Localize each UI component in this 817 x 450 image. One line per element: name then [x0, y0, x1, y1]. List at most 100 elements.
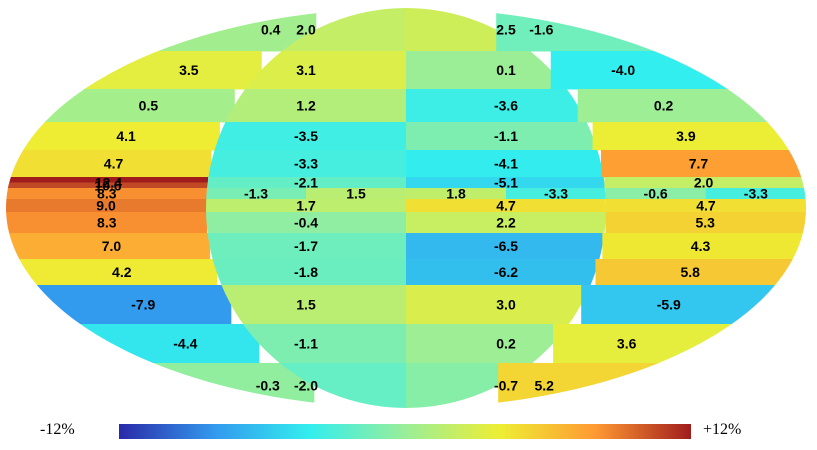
cell-value-label: -3.3 [544, 186, 568, 202]
cell-1-9 [206, 233, 407, 260]
cell-value-label: 1.5 [296, 297, 316, 313]
sky-map: 0.4 2.0 2.5 -1.6 3.5 3.1 0.1 -4.0 0.5 1.2 -3.6 0.2 4… [6, 8, 806, 408]
cell-1-6 [206, 188, 307, 200]
cell-3-12 [553, 324, 806, 364]
cell-value-label: -1.1 [494, 128, 518, 144]
cell-value-label: -3.5 [294, 128, 318, 144]
cell-value-label: 0.5 [139, 98, 159, 114]
cell-value-label: -1.7 [294, 238, 318, 254]
cell-0-12 [6, 324, 260, 364]
cell-3-3 [592, 122, 806, 151]
cell-2-5 [406, 177, 606, 189]
cell-0-1 [6, 51, 262, 90]
colorbar-max-label: +12% [703, 421, 742, 438]
cell-0-2 [6, 89, 235, 123]
cell-value-label: -1.6 [529, 22, 553, 38]
cell-value-label: -4.4 [173, 336, 197, 352]
cell-2-6 [406, 188, 507, 200]
cell-1-3 [206, 122, 407, 151]
cell-value-label: 5.8 [680, 264, 700, 280]
cell-value-label: 0.1 [496, 62, 516, 78]
cell-value-label: -3.6 [494, 98, 518, 114]
cell-value-label: 10.6 [94, 177, 121, 193]
cell-value-label: -2.0 [294, 378, 318, 394]
cell-3-4 [600, 150, 806, 178]
cell-value-label: -5.1 [494, 175, 518, 191]
cell-value-label: 3.9 [676, 128, 696, 144]
cell-value-label: 2.5 [496, 22, 516, 38]
cell-3-2 [577, 89, 806, 123]
cell-value-label: -0.3 [256, 378, 280, 394]
cell-value-label: 9.0 [96, 198, 116, 214]
cell-value-label: -0.4 [294, 215, 318, 231]
cell-0-11 [6, 285, 232, 325]
cell-value-label: -1.8 [294, 264, 318, 280]
colorbar [119, 424, 691, 439]
cell-0-3 [6, 122, 220, 151]
cell-value-label: 5.2 [535, 378, 555, 394]
cell-value-label: 3.5 [179, 62, 199, 78]
cell-1-7 [206, 199, 407, 213]
cell-value-label: 2.0 [296, 22, 316, 38]
cell-value-label: -1.3 [244, 186, 268, 202]
cell-value-label: 2.0 [694, 175, 714, 191]
cell-2-4 [406, 150, 606, 178]
cell-value-label: -6.5 [494, 238, 518, 254]
cell-3-9 [602, 233, 806, 260]
cell-value-label: 3.0 [496, 297, 516, 313]
cell-1-4 [206, 150, 407, 178]
cell-0-4 [6, 150, 212, 178]
cell-value-label: 4.7 [496, 198, 516, 214]
cell-value-label: 7.7 [689, 156, 709, 172]
cell-value-label: 7.0 [102, 238, 122, 254]
cell-2-10 [406, 259, 606, 286]
cell-2-8 [406, 212, 606, 234]
cell-value-label: 0.4 [261, 22, 281, 38]
cell-value-label: 2.2 [496, 215, 516, 231]
cell-2-7 [406, 199, 606, 213]
cell-value-label: 3.1 [296, 62, 316, 78]
cell-value-label: -0.6 [644, 186, 668, 202]
cell-value-label: -5.9 [657, 297, 681, 313]
cell-3-5 [604, 177, 806, 189]
cell-value-label: 1.8 [446, 186, 466, 202]
cell-3-1 [550, 51, 806, 90]
cell-2-3 [406, 122, 606, 151]
cell-value-label: 0.2 [496, 336, 516, 352]
cell-value-label: 4.7 [696, 198, 716, 214]
cell-value-label: -0.7 [494, 378, 518, 394]
cell-0-9 [6, 233, 211, 260]
cell-2-6.1 [506, 188, 606, 200]
cell-value-label: -2.1 [294, 175, 318, 191]
cell-value-label: 4.3 [691, 238, 711, 254]
cell-1-10 [206, 259, 407, 286]
cell-value-label: 3.6 [617, 336, 637, 352]
cell-value-label: -1.1 [294, 336, 318, 352]
cell-2-11 [406, 285, 606, 325]
cell-0-6 [6, 188, 208, 200]
cell-value-label: 4.7 [104, 156, 124, 172]
cell-1-11 [206, 285, 407, 325]
cell-value-label: 1.7 [296, 198, 316, 214]
cell-value-label: -3.3 [744, 186, 768, 202]
cell-3-10 [595, 259, 806, 286]
cell-1-6.1 [306, 188, 407, 200]
cell-3-11 [581, 285, 806, 325]
cell-value-label: 0.2 [654, 98, 674, 114]
cell-value-label: -4.0 [611, 62, 635, 78]
cell-value-label: 4.2 [112, 264, 132, 280]
cell-value-label: 1.2 [296, 98, 316, 114]
cell-0-7 [6, 199, 207, 213]
cell-1-8 [206, 212, 407, 234]
cell-value-label: -3.3 [294, 156, 318, 172]
cell-1-5 [206, 177, 407, 189]
cell-value-label: -4.1 [494, 156, 518, 172]
cell-3-6 [605, 188, 707, 200]
colorbar-min-label: -12% [40, 421, 75, 438]
cell-3-7 [605, 199, 806, 213]
cell-value-label: 8.3 [97, 186, 117, 202]
cell-value-label: 5.3 [695, 215, 715, 231]
cell-value-label: -7.9 [131, 297, 155, 313]
cell-0-10 [6, 259, 218, 286]
cell-value-label: 4.1 [116, 128, 136, 144]
